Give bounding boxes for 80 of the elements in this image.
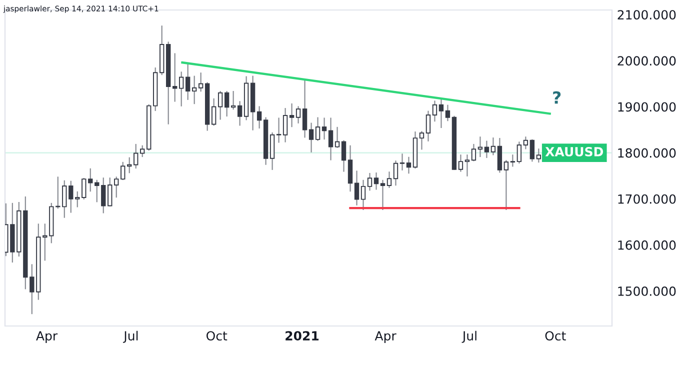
y-tick-label: 1600.000 [618,240,676,250]
candlestick [120,162,126,180]
candlestick [348,145,353,192]
candlestick [302,79,308,138]
candlestick [270,132,275,170]
candlestick [75,191,80,208]
candlestick [211,98,216,126]
candlestick [510,154,516,167]
candlestick [88,168,93,192]
candlestick [68,180,74,213]
candlestick [94,180,100,202]
x-tick-label: Apr [36,331,58,343]
candlestick [334,126,340,148]
candlestick [62,180,67,218]
candlestick [192,76,197,104]
candlestick [82,178,86,200]
x-tick-label: Jul [123,330,138,343]
candlestick [367,172,372,191]
candlestick [237,101,242,126]
candlestick [360,180,366,210]
candlestick [282,108,288,142]
candlestick [289,103,294,128]
candlestick [536,148,542,163]
candlestick [380,180,386,210]
y-tick-label: 2000.000 [618,56,676,66]
candlestick [490,138,496,156]
candlestick [224,90,230,117]
candlestick [386,172,392,188]
candlestick [218,90,223,120]
candlestick [127,157,132,174]
candlestick [198,72,204,92]
x-tick-label: Jul [462,330,476,343]
candlestick [426,110,431,142]
candlestick [114,176,119,198]
candlestick [504,160,509,210]
candlestick [179,72,184,106]
candlestick [256,106,262,128]
candlestick [276,118,282,143]
candlestick [484,140,490,158]
candlestick [523,136,528,150]
candlestick [230,90,236,110]
candlestick [516,142,522,164]
candlestick [308,122,314,152]
candlestick [406,156,412,174]
candlestick [464,154,470,176]
candlestick [328,118,334,160]
candlestick [374,172,379,190]
y-tick-label: 2100.000 [618,10,676,20]
annotation: ? [553,91,561,104]
candlestick [432,100,438,122]
candlestick [400,154,405,170]
candlestick [458,154,464,172]
y-tick-label: 1900.000 [618,102,676,112]
x-tick-label: Oct [206,331,228,341]
candlestick [134,144,138,169]
candlestick [322,118,327,140]
x-tick-label: Oct [545,331,566,341]
y-tick-label: 1700.000 [618,194,676,204]
candlestick [341,140,346,172]
candlestick [438,98,444,128]
candlestick [172,53,178,102]
candlestick [354,170,360,206]
candlestick [419,131,424,150]
candlestick [471,144,476,162]
candlestick [530,139,535,162]
candlestick [296,106,301,124]
candlestick [108,178,112,206]
candlestick [315,117,320,141]
candlestick [497,138,502,173]
x-tick-label: Apr [374,331,396,343]
y-tick-label: 1500.000 [618,286,676,296]
y-tick-label: 1800.000 [618,148,676,158]
candlestick [478,136,483,158]
candlestick [186,64,190,100]
candlestick [140,145,145,158]
candlestick [445,104,450,122]
x-tick-label: 2021 [286,331,319,341]
candlestick [101,178,106,214]
ref-line-label: XAUUSD [545,146,604,156]
candlestick [393,160,398,186]
